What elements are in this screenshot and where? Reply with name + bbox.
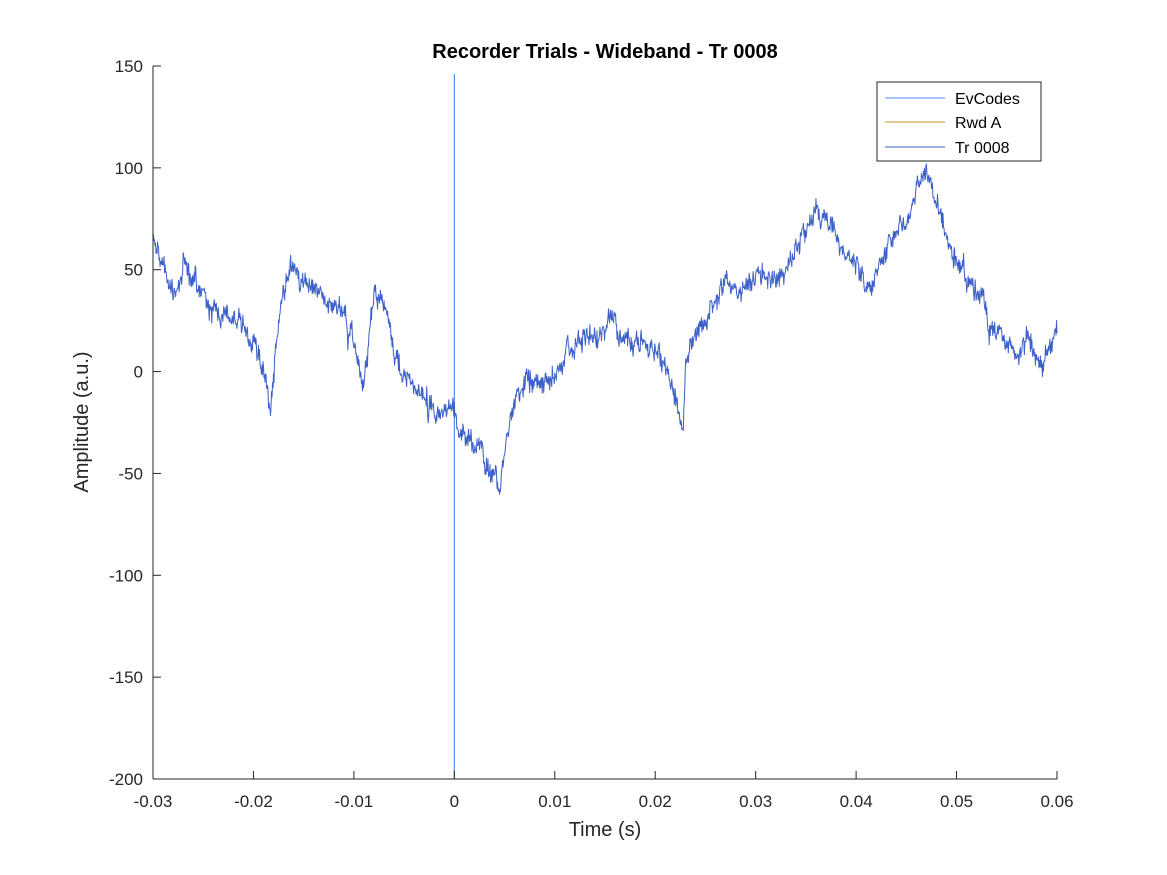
x-ticks: -0.03 -0.02 -0.01 0 0.01 0.02 0.03 0.04 0.05 0.06 bbox=[134, 771, 1074, 811]
x-tick-label: 0.01 bbox=[538, 792, 571, 811]
y-tick-label: 100 bbox=[115, 159, 143, 178]
y-tick-label: -150 bbox=[109, 668, 143, 687]
y-tick-label: 150 bbox=[115, 57, 143, 76]
legend-label-evcodes: EvCodes bbox=[955, 91, 1020, 108]
x-tick-label: -0.02 bbox=[234, 792, 273, 811]
x-tick-label: -0.01 bbox=[335, 792, 374, 811]
x-tick-label: -0.03 bbox=[134, 792, 173, 811]
plot-area bbox=[153, 66, 1057, 779]
y-tick-label: 50 bbox=[124, 261, 143, 280]
y-tick-label: -50 bbox=[118, 464, 143, 483]
x-tick-label: 0.06 bbox=[1040, 792, 1073, 811]
legend: EvCodes Rwd A Tr 0008 bbox=[876, 81, 1042, 162]
x-tick-label: 0.03 bbox=[739, 792, 772, 811]
x-axis-label: Time (s) bbox=[569, 819, 642, 841]
series-layer bbox=[152, 74, 1058, 779]
x-tick-label: 0.04 bbox=[840, 792, 873, 811]
x-tick-label: 0 bbox=[450, 792, 459, 811]
legend-label-rwd-a: Rwd A bbox=[955, 115, 1002, 132]
x-tick-label: 0.05 bbox=[940, 792, 973, 811]
y-tick-label: 0 bbox=[134, 363, 143, 382]
y-tick-label: -100 bbox=[109, 566, 143, 585]
axes-box bbox=[152, 66, 1057, 780]
y-ticks: -200 -150 -100 -50 0 50 100 150 bbox=[109, 57, 161, 789]
y-tick-label: -200 bbox=[109, 770, 143, 789]
chart-title: Recorder Trials - Wideband - Tr 0008 bbox=[432, 41, 778, 63]
legend-label-tr-0008: Tr 0008 bbox=[955, 140, 1010, 157]
series-line-tr-0008 bbox=[152, 163, 1058, 495]
x-tick-label: 0.02 bbox=[639, 792, 672, 811]
y-axis-label: Amplitude (a.u.) bbox=[71, 351, 93, 492]
